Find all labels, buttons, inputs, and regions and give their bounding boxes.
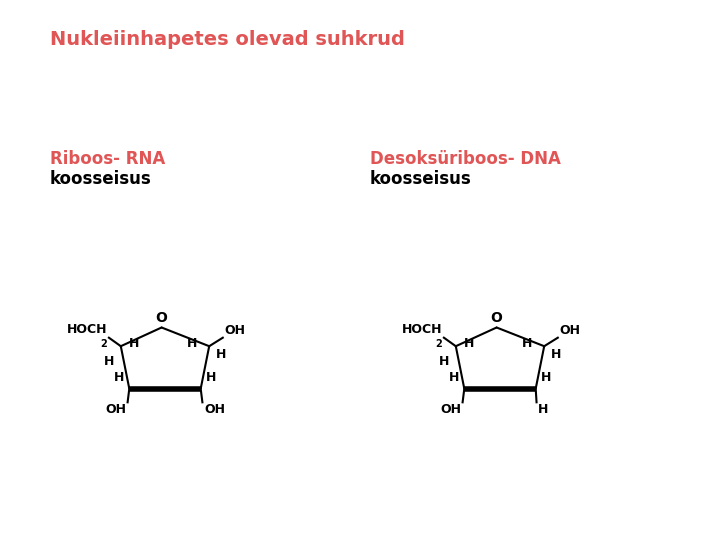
Text: H: H [541,372,552,384]
Text: H: H [537,403,548,416]
Text: H: H [522,337,532,350]
Text: koosseisus: koosseisus [50,170,152,188]
Text: Riboos- RNA: Riboos- RNA [50,150,166,168]
Text: H: H [104,355,114,368]
Text: 2: 2 [101,339,107,348]
Text: OH: OH [559,324,580,337]
Text: O: O [156,311,168,325]
Text: Desoksüriboos- DNA: Desoksüriboos- DNA [370,150,561,168]
Text: H: H [114,372,125,384]
Text: H: H [438,355,449,368]
Text: H: H [551,348,562,361]
Text: OH: OH [440,403,461,416]
Text: OH: OH [225,324,246,337]
Text: O: O [490,311,503,325]
Text: OH: OH [105,403,126,416]
Text: H: H [206,372,216,384]
Text: 2: 2 [436,339,442,348]
Text: OH: OH [204,403,225,416]
Text: HOCH: HOCH [402,323,442,336]
Text: Nukleiinhapetes olevad suhkrud: Nukleiinhapetes olevad suhkrud [50,30,405,49]
Text: H: H [187,337,197,350]
Text: H: H [449,372,459,384]
Text: koosseisus: koosseisus [370,170,472,188]
Text: H: H [464,337,474,350]
Text: HOCH: HOCH [67,323,107,336]
Text: H: H [130,337,140,350]
Text: H: H [216,348,226,361]
